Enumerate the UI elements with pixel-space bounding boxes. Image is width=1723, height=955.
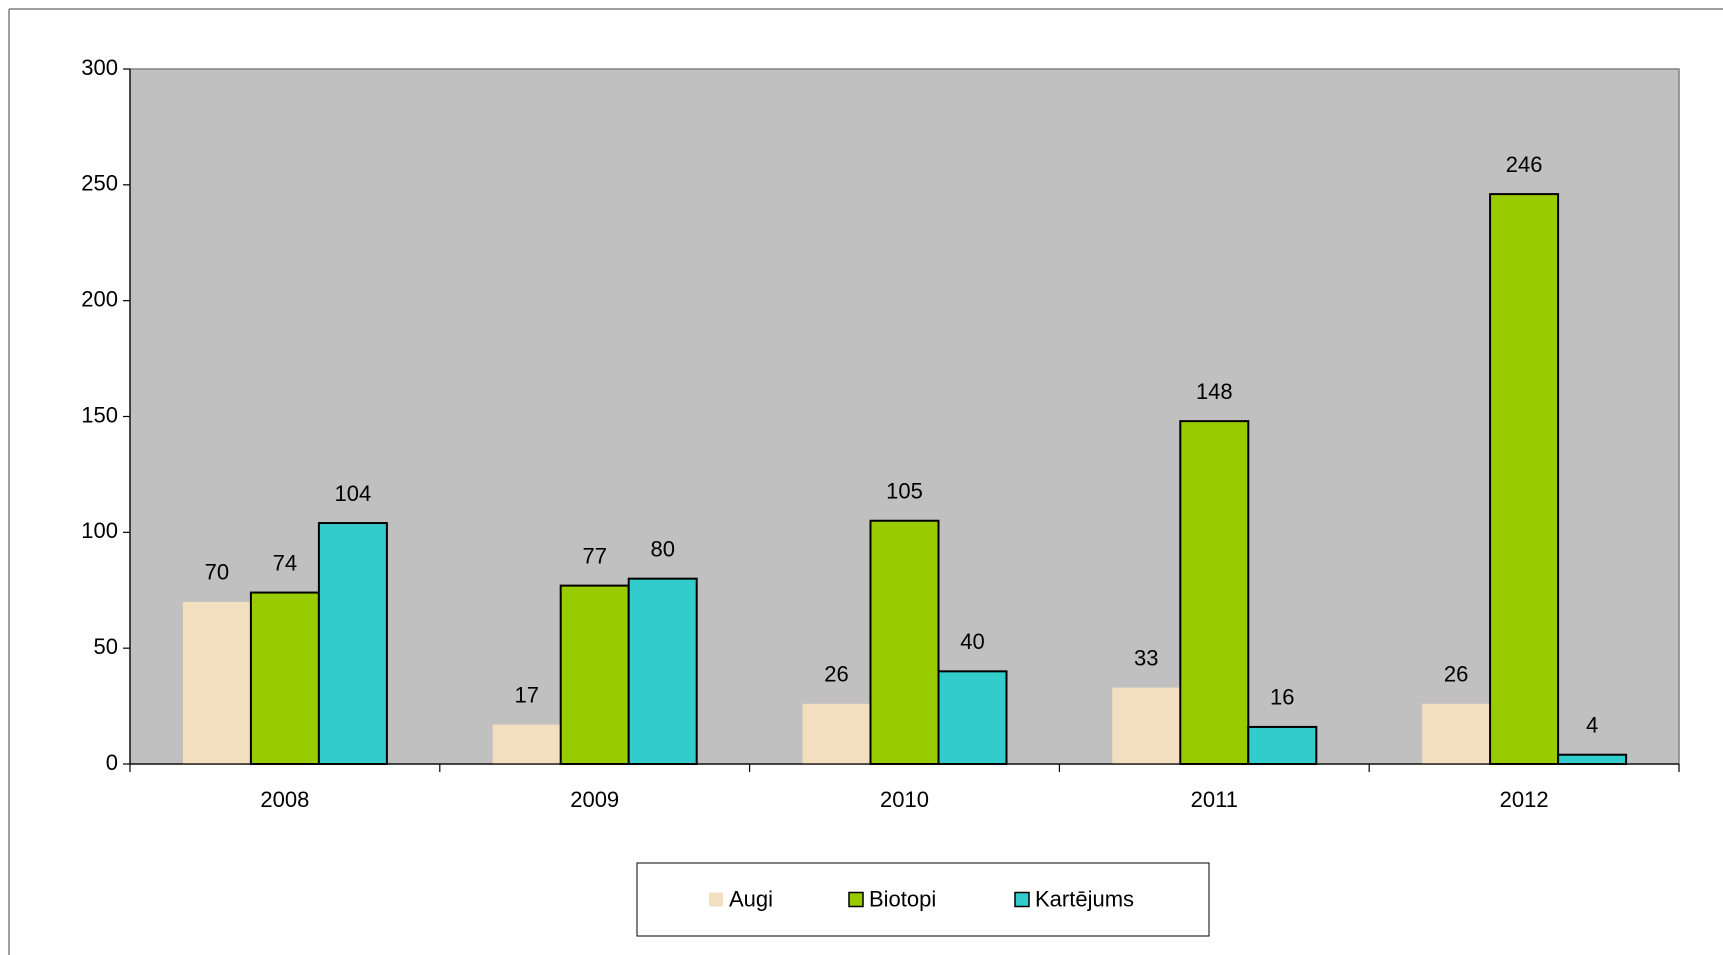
y-tick-label: 200 — [81, 286, 118, 311]
value-label: 246 — [1506, 152, 1543, 177]
bar — [1179, 420, 1250, 765]
value-label: 4 — [1586, 713, 1598, 738]
bar — [317, 522, 388, 765]
bar — [492, 724, 561, 764]
bar — [1247, 725, 1318, 766]
legend-swatch — [848, 891, 864, 908]
value-label: 26 — [1444, 662, 1468, 687]
bar — [1557, 753, 1628, 766]
value-label: 16 — [1270, 685, 1294, 710]
value-label: 104 — [335, 481, 372, 506]
value-label: 148 — [1196, 379, 1233, 404]
bar — [1112, 687, 1181, 764]
y-tick-label: 300 — [81, 55, 118, 80]
x-tick-label: 2010 — [880, 787, 929, 812]
value-label: 80 — [650, 536, 674, 561]
legend-swatch — [709, 892, 723, 907]
bar — [937, 670, 1008, 765]
legend-label: Augi — [729, 886, 773, 911]
value-label: 40 — [960, 629, 984, 654]
bar — [249, 591, 320, 765]
y-tick-label: 250 — [81, 171, 118, 196]
y-tick-label: 100 — [81, 518, 118, 543]
legend-swatch — [1014, 891, 1030, 908]
x-tick-label: 2009 — [570, 787, 619, 812]
legend-label: Kartējums — [1035, 886, 1134, 911]
bar — [1422, 703, 1491, 764]
bar — [1489, 193, 1560, 766]
value-label: 105 — [886, 479, 923, 504]
bar — [869, 519, 940, 765]
x-tick-label: 2012 — [1500, 787, 1549, 812]
value-label: 17 — [514, 682, 538, 707]
y-tick-label: 0 — [106, 750, 118, 775]
x-tick-label: 2011 — [1191, 787, 1238, 812]
y-tick-label: 50 — [94, 634, 118, 659]
x-tick-label: 2008 — [260, 787, 309, 812]
value-label: 74 — [273, 550, 297, 575]
value-label: 26 — [824, 662, 848, 687]
y-tick-label: 150 — [81, 402, 118, 427]
value-label: 33 — [1134, 645, 1158, 670]
bar — [182, 601, 251, 764]
legend-box — [636, 862, 1210, 937]
legend-label: Biotopi — [869, 886, 936, 911]
bar — [802, 703, 871, 764]
value-label: 70 — [205, 560, 229, 585]
bar — [559, 584, 630, 765]
value-label: 77 — [582, 543, 606, 568]
bar — [627, 577, 698, 766]
